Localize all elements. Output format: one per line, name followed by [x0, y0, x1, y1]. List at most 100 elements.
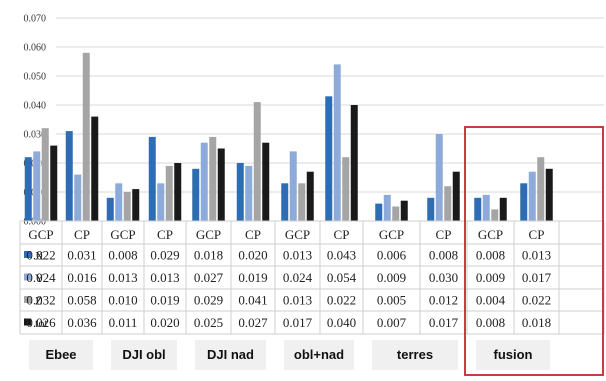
table-cell: 0.010: [108, 293, 137, 308]
table-cell: 0.029: [150, 248, 179, 263]
table-cell: 0.009: [476, 270, 505, 285]
bar: [115, 183, 123, 221]
table-cell: 0.043: [327, 248, 356, 263]
bar: [217, 148, 225, 221]
category-label: CP: [74, 227, 90, 242]
bar: [383, 194, 391, 221]
table-cell: 0.019: [238, 270, 267, 285]
table-cell: 0.022: [26, 248, 55, 263]
table-cell: 0.054: [327, 270, 357, 285]
bar: [444, 186, 452, 221]
group-label-box: [195, 340, 266, 370]
bar: [520, 183, 528, 221]
group-label-box: [284, 340, 354, 370]
category-label: CP: [436, 227, 452, 242]
bar: [325, 96, 333, 221]
bar: [123, 192, 131, 221]
bar: [427, 197, 435, 221]
bar: [545, 168, 553, 221]
bar: [528, 171, 536, 221]
table-cell: 0.019: [150, 293, 179, 308]
legend-swatch: [24, 318, 31, 326]
table-cell: 0.016: [67, 270, 97, 285]
table-cell: 0.006: [377, 248, 407, 263]
bar: [82, 52, 90, 221]
y-tick-label: 0.050: [24, 72, 47, 83]
y-tick-label: 0.000: [24, 217, 47, 228]
bar: [106, 197, 114, 221]
bar: [192, 168, 200, 221]
bar: [50, 145, 58, 221]
bar: [91, 116, 99, 221]
bar: [24, 157, 32, 221]
bar: [262, 142, 270, 221]
bar: [209, 136, 217, 221]
bar: [392, 206, 400, 221]
bar: [474, 197, 482, 221]
legend-label: tot: [35, 316, 48, 330]
bar: [333, 64, 341, 222]
table-cell: 0.022: [327, 293, 356, 308]
bar: [342, 157, 350, 221]
category-label: GCP: [28, 227, 53, 242]
bar: [148, 136, 156, 221]
group-label: Ebee: [45, 347, 76, 362]
group-label: terres: [397, 347, 433, 362]
group-label-box: [476, 340, 550, 370]
bar: [33, 151, 41, 221]
table-cell: 0.026: [26, 315, 56, 330]
table-cell: 0.025: [194, 315, 223, 330]
table-cell: 0.027: [194, 270, 224, 285]
table-cell: 0.020: [238, 248, 267, 263]
y-tick-label: 0.070: [24, 14, 47, 25]
bar: [41, 128, 49, 221]
group-label: fusion: [494, 347, 533, 362]
bar: [289, 151, 297, 221]
category-label: CP: [334, 227, 350, 242]
table-cell: 0.041: [238, 293, 267, 308]
table-cell: 0.018: [194, 248, 223, 263]
group-label-box: [29, 340, 93, 370]
y-tick-label: 0.040: [24, 101, 47, 112]
table-cell: 0.031: [67, 248, 96, 263]
table-cell: 0.027: [238, 315, 268, 330]
table-cell: 0.007: [377, 315, 407, 330]
table-cell: 0.030: [429, 270, 458, 285]
bar: [245, 165, 253, 221]
category-label: CP: [157, 227, 173, 242]
group-label: obl+nad: [294, 347, 344, 362]
bar: [350, 105, 358, 221]
table-cell: 0.012: [429, 293, 458, 308]
table-cell: 0.009: [377, 270, 406, 285]
table-cell: 0.017: [283, 315, 313, 330]
table-cell: 0.020: [150, 315, 179, 330]
group-label-box: [372, 340, 458, 370]
table-cell: 0.017: [522, 270, 552, 285]
group-label: DJI obl: [122, 347, 165, 362]
y-tick-label: 0.060: [24, 43, 47, 54]
highlight-frame: [464, 126, 604, 376]
category-label: GCP: [379, 227, 404, 242]
category-label: GCP: [110, 227, 135, 242]
table-cell: 0.013: [283, 293, 312, 308]
bar: [537, 157, 545, 221]
category-label: CP: [529, 227, 545, 242]
bar: [74, 174, 82, 221]
table-cell: 0.008: [476, 315, 505, 330]
bar: [157, 183, 165, 221]
bar: [452, 171, 460, 221]
bar: [200, 142, 208, 221]
table-cell: 0.013: [522, 248, 551, 263]
table-cell: 0.058: [67, 293, 96, 308]
table-cell: 0.008: [108, 248, 137, 263]
legend-label: X: [35, 249, 44, 263]
bar: [400, 200, 408, 221]
group-label: DJI nad: [207, 347, 254, 362]
category-label: CP: [245, 227, 261, 242]
category-label: GCP: [196, 227, 221, 242]
table-cell: 0.024: [26, 270, 56, 285]
table-cell: 0.013: [150, 270, 179, 285]
table-cell: 0.013: [283, 248, 312, 263]
